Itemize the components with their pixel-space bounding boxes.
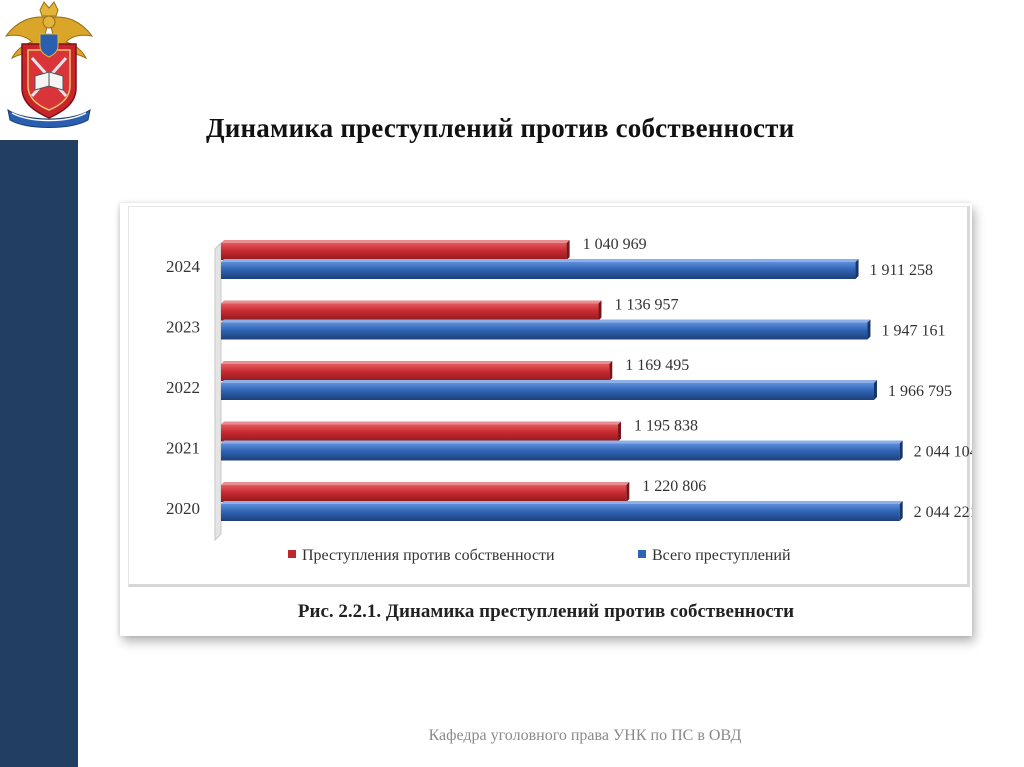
- bar-total-crimes: [221, 443, 900, 461]
- data-label: 2 044 221: [914, 504, 972, 521]
- category-tick-label: 2022: [166, 378, 200, 397]
- bar-top-face: [221, 421, 622, 425]
- bar-top-face: [221, 300, 602, 304]
- bar-property-crimes: [221, 424, 619, 442]
- bar-chart: 2024 1 040 969 1 911 258 2023 1 136 957 1 947…: [166, 236, 972, 564]
- bar-top-face: [221, 501, 903, 504]
- bar-side-face: [855, 259, 859, 279]
- figure-caption: Рис. 2.2.1. Динамика преступлений против…: [297, 601, 795, 622]
- bar-top-face: [221, 380, 877, 383]
- bar-total-crimes: [221, 262, 856, 279]
- data-label: 1 040 969: [583, 236, 647, 253]
- data-label: 1 911 258: [870, 262, 933, 279]
- bar-side-face: [598, 300, 602, 321]
- bar-side-face: [867, 319, 871, 340]
- bar-side-face: [626, 482, 630, 502]
- category-tick-label: 2023: [166, 318, 200, 337]
- police-academy-emblem-icon: [4, 1, 94, 128]
- bar-side-face: [899, 501, 903, 521]
- data-label: 1 136 957: [614, 297, 678, 314]
- data-label: 1 947 161: [881, 323, 945, 340]
- category-tick-label: 2020: [166, 499, 200, 518]
- data-label: 1 220 806: [642, 478, 706, 495]
- slide-title: Динамика преступлений против собственнос…: [206, 113, 795, 143]
- bar-top-face: [221, 259, 859, 262]
- bar-property-crimes: [221, 485, 627, 502]
- legend-label: Всего преступлений: [652, 547, 791, 564]
- data-label: 2 044 104: [914, 444, 972, 461]
- bar-property-crimes: [221, 364, 610, 381]
- data-label: 1 966 795: [888, 383, 952, 400]
- bar-side-face: [618, 421, 622, 442]
- axis-wall: [214, 241, 222, 542]
- bar-side-face: [899, 440, 903, 461]
- bar-side-face: [873, 380, 877, 400]
- data-label: 1 169 495: [625, 357, 689, 374]
- bar-side-face: [609, 361, 613, 381]
- bar-side-face: [566, 240, 570, 260]
- category-tick-label: 2021: [166, 439, 200, 458]
- legend-label: Преступления против собственности: [302, 547, 555, 564]
- chart-figure: 2024 1 040 969 1 911 258 2023 1 136 957 1 947…: [120, 203, 972, 636]
- data-label: 1 195 838: [634, 418, 698, 435]
- category-tick-label: 2024: [166, 257, 201, 276]
- bar-total-crimes: [221, 383, 874, 400]
- legend-swatch-total: [638, 550, 646, 558]
- footer-text: Кафедра уголовного права УНК по ПС в ОВД: [428, 727, 742, 744]
- bar-top-face: [221, 319, 871, 323]
- bar-top-face: [221, 482, 630, 485]
- bar-top-face: [221, 440, 903, 444]
- bar-property-crimes: [221, 243, 567, 260]
- bar-property-crimes: [221, 303, 599, 321]
- sidebar-band: [0, 140, 78, 767]
- bar-total-crimes: [221, 504, 900, 521]
- bar-top-face: [221, 361, 613, 364]
- bar-top-face: [221, 240, 570, 243]
- legend-swatch-property: [288, 550, 296, 558]
- bar-total-crimes: [221, 322, 868, 340]
